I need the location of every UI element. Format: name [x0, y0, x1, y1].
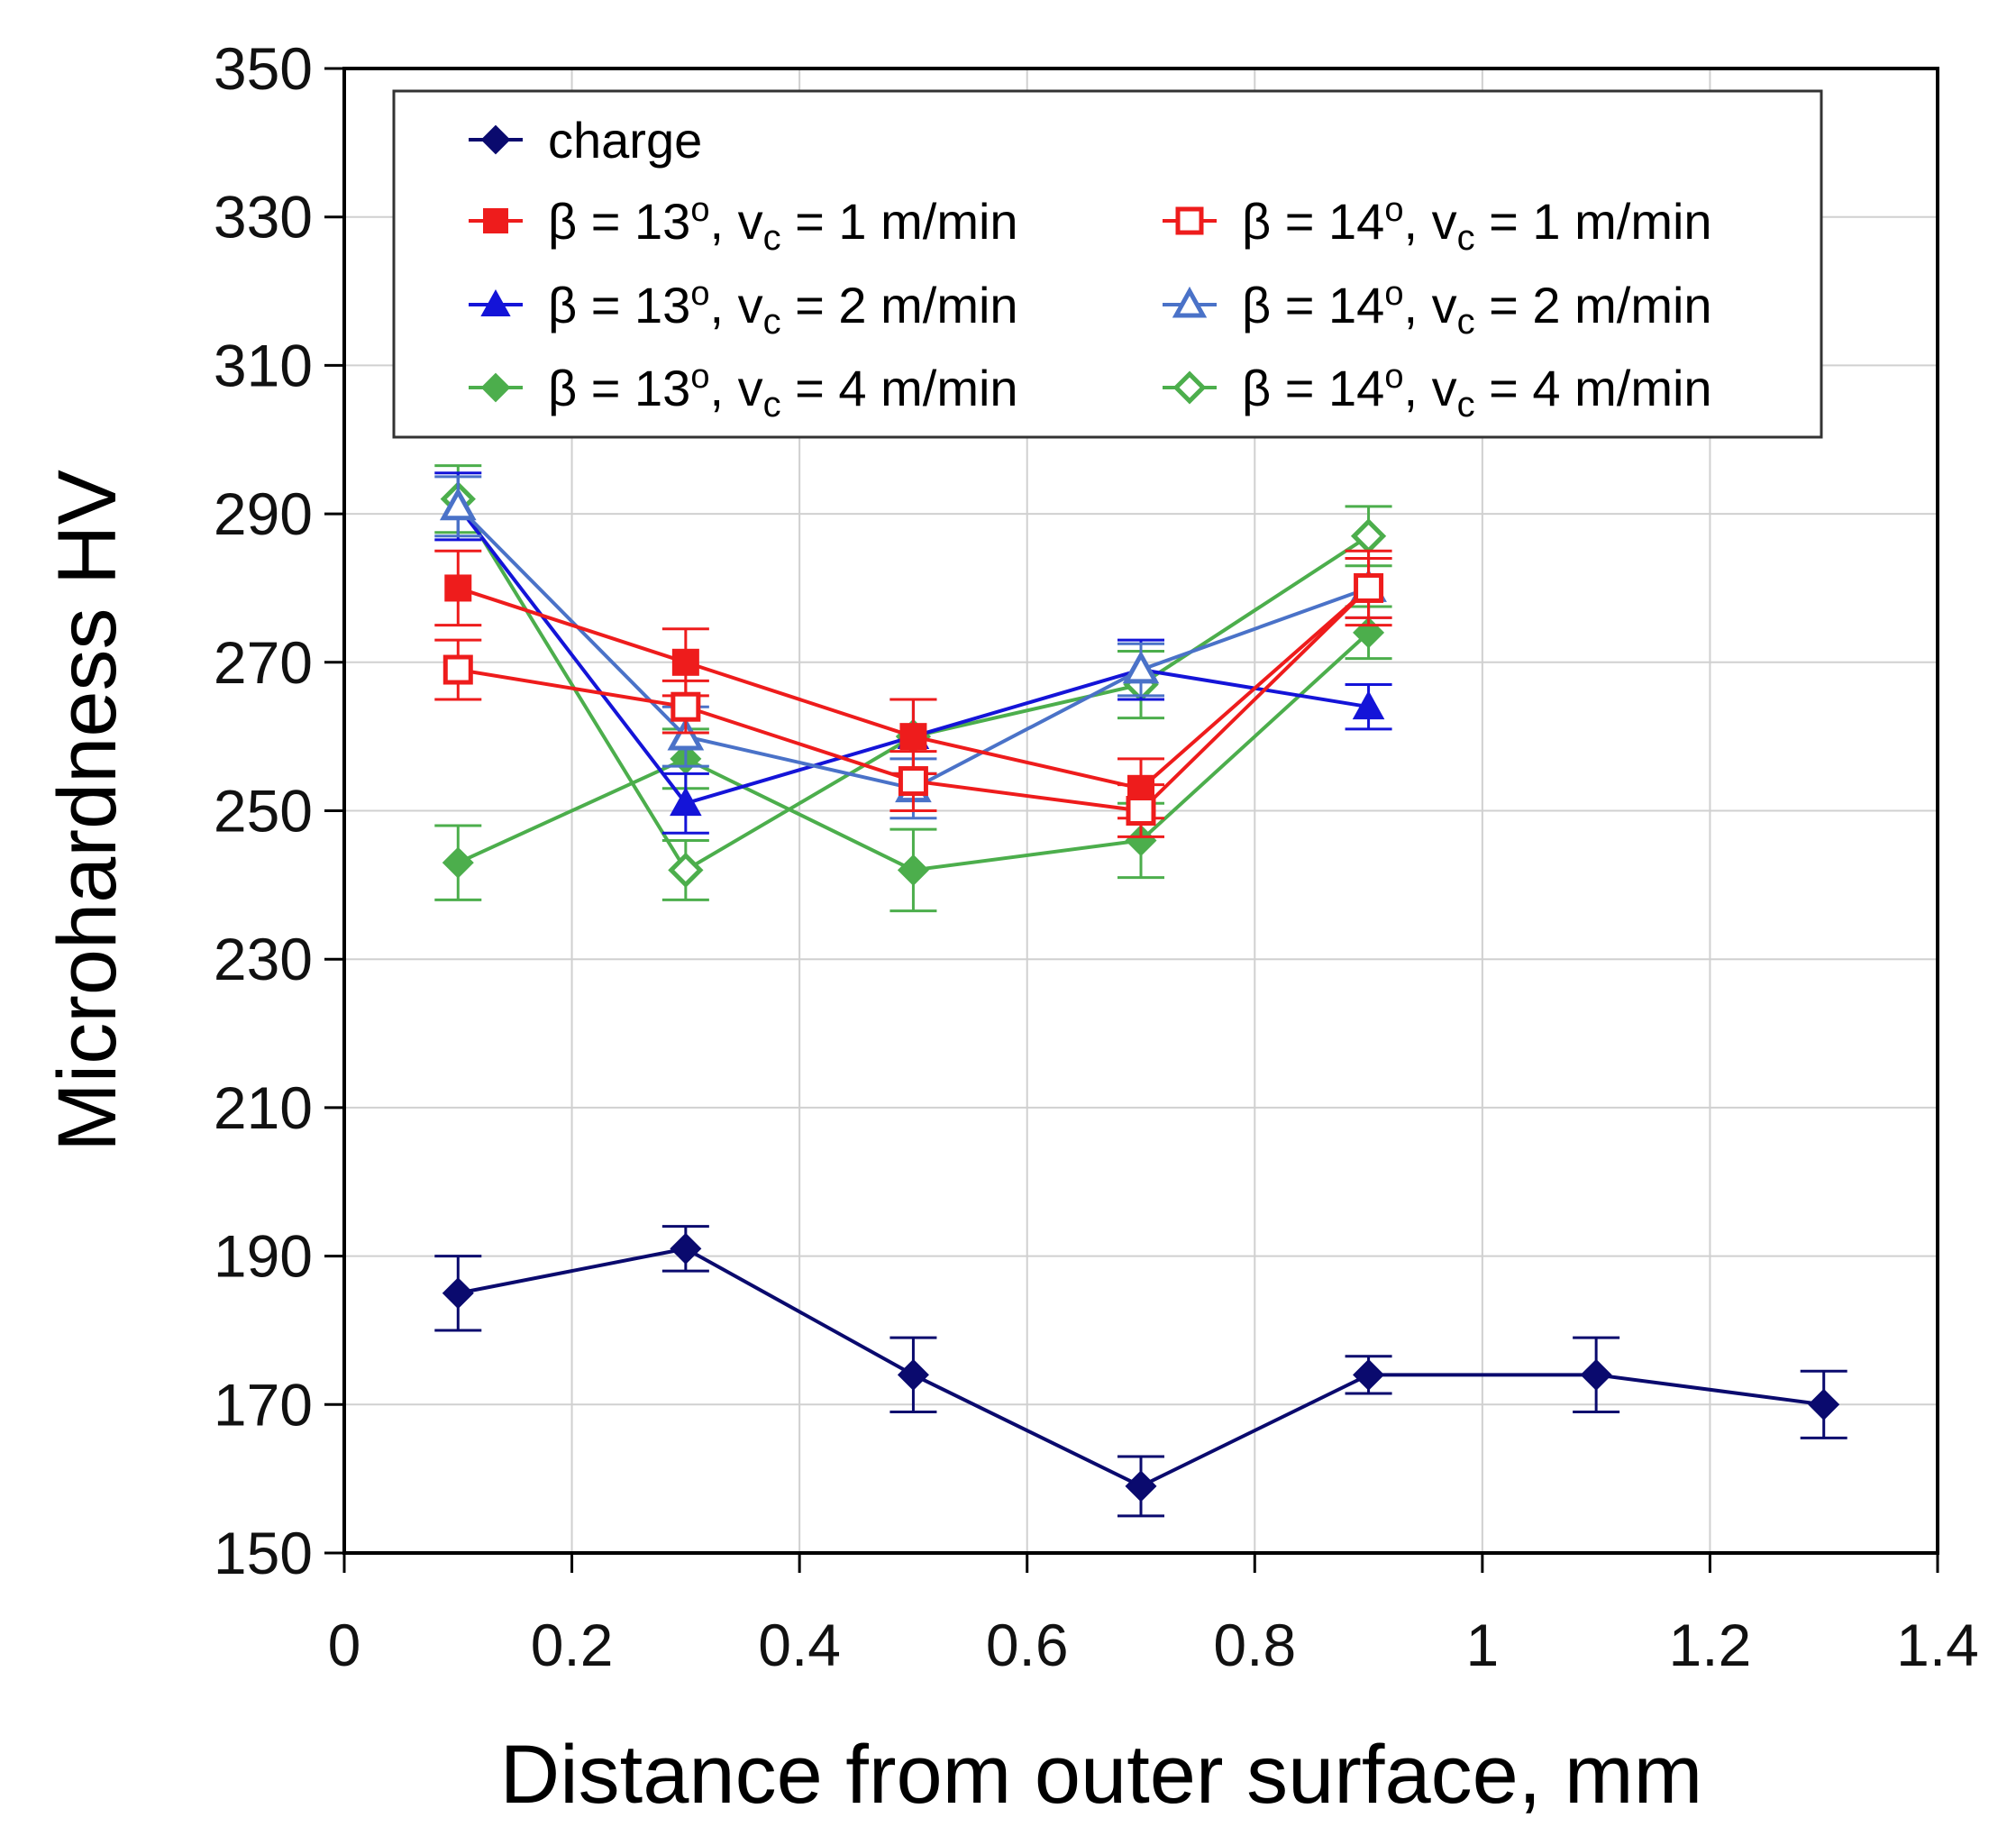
point-marker — [1350, 518, 1387, 554]
point-marker — [668, 852, 704, 889]
point-marker — [670, 1232, 702, 1265]
y-tick-label: 310 — [214, 332, 313, 398]
y-tick-label: 230 — [214, 926, 313, 992]
y-tick-label: 150 — [214, 1520, 313, 1586]
y-axis-title: Microhardness HV — [41, 470, 133, 1152]
legend: charge β = 13o, vc = 1 m/min β = 14o, vc =… — [392, 89, 1823, 439]
legend-item-0: charge — [469, 112, 702, 169]
point-marker — [1172, 370, 1207, 405]
point-marker — [897, 1358, 929, 1391]
y-tick-label: 190 — [214, 1223, 313, 1290]
legend-label: β = 13o, vc = 4 m/min — [548, 358, 1018, 425]
point-marker — [1122, 650, 1160, 684]
x-tick-label: 0.4 — [758, 1612, 841, 1678]
point-marker — [442, 846, 474, 879]
x-tick-label: 0 — [328, 1612, 361, 1678]
point-marker — [444, 574, 472, 602]
series-layer — [434, 464, 1847, 1518]
y-tick-label: 330 — [214, 184, 313, 251]
point-marker — [671, 648, 699, 676]
legend-item-3: β = 13o, vc = 2 m/min — [469, 275, 1018, 342]
point-marker — [1354, 572, 1384, 603]
series-2 — [434, 557, 1392, 838]
point-marker — [1125, 1470, 1157, 1503]
point-marker — [1175, 206, 1204, 235]
y-tick-label: 210 — [214, 1074, 313, 1141]
legend-item-2: β = 14o, vc = 1 m/min — [1163, 191, 1712, 258]
point-marker — [439, 487, 477, 521]
x-tick-label: 0.6 — [986, 1612, 1069, 1678]
x-tick-label: 1.4 — [1896, 1612, 1979, 1678]
legend-item-1: β = 13o, vc = 1 m/min — [469, 191, 1018, 258]
point-marker — [442, 1277, 474, 1310]
x-axis-title: Distance from outer surface, mm — [500, 1729, 1702, 1821]
y-tick-label: 170 — [214, 1371, 313, 1438]
legend-label: β = 14o, vc = 2 m/min — [1242, 275, 1712, 342]
point-marker — [480, 124, 511, 155]
point-marker — [1580, 1358, 1612, 1391]
legend-label: β = 14o, vc = 4 m/min — [1242, 358, 1712, 425]
point-marker — [483, 208, 508, 233]
y-tick-label: 290 — [214, 480, 313, 547]
y-tick-label: 270 — [214, 629, 313, 696]
legend-label: β = 13o, vc = 1 m/min — [548, 191, 1018, 258]
tick-labels: 150 170 190 210 230 250 270 290 310 330 350 0 0.2 0.4… — [214, 35, 1979, 1678]
point-marker — [1808, 1388, 1840, 1420]
x-tick-label: 0.2 — [531, 1612, 614, 1678]
point-marker — [480, 288, 511, 316]
legend-label: β = 13o, vc = 2 m/min — [548, 275, 1018, 342]
legend-box — [392, 89, 1823, 439]
point-marker — [667, 717, 705, 751]
x-tick-label: 1 — [1465, 1612, 1499, 1678]
point-marker — [1353, 1358, 1385, 1391]
legend-item-6: β = 14o, vc = 4 m/min — [1163, 358, 1712, 425]
legend-label: charge — [548, 112, 702, 169]
point-marker — [897, 854, 929, 886]
point-marker — [442, 654, 473, 685]
point-marker — [670, 787, 702, 817]
point-marker — [1352, 690, 1385, 720]
legend-item-4: β = 14o, vc = 2 m/min — [1163, 275, 1712, 342]
point-marker — [1172, 286, 1208, 318]
x-tick-label: 1.2 — [1669, 1612, 1752, 1678]
legend-item-5: β = 13o, vc = 4 m/min — [469, 358, 1018, 425]
y-tick-label: 350 — [214, 35, 313, 102]
series-line — [457, 1247, 1824, 1489]
point-marker — [1126, 796, 1156, 826]
legend-label: β = 14o, vc = 1 m/min — [1242, 191, 1712, 258]
x-tick-label: 0.8 — [1213, 1612, 1296, 1678]
point-marker — [898, 766, 928, 797]
point-marker — [670, 691, 701, 722]
series-0 — [434, 1225, 1847, 1518]
point-marker — [899, 723, 927, 751]
y-tick-label: 250 — [214, 778, 313, 845]
point-marker — [480, 372, 511, 403]
